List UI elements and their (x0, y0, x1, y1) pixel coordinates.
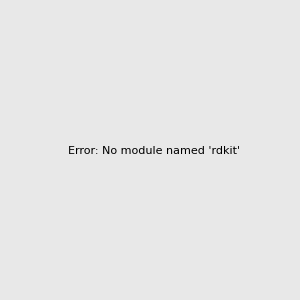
Text: Error: No module named 'rdkit': Error: No module named 'rdkit' (68, 146, 240, 157)
